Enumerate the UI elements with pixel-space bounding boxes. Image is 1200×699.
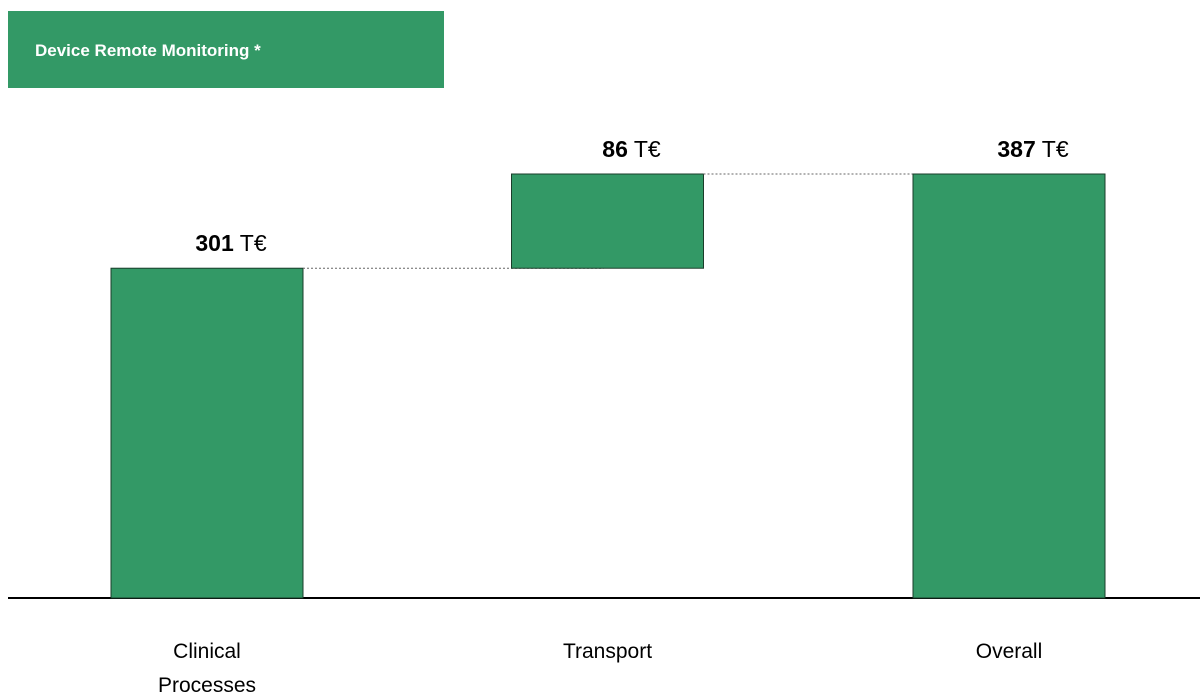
value-number: 387 — [997, 136, 1035, 162]
bar — [511, 173, 704, 269]
value-label: 387 T€ — [997, 136, 1068, 162]
bar — [110, 267, 304, 599]
value-label: 301 T€ — [195, 230, 266, 256]
bar — [912, 173, 1106, 599]
value-label: 86 T€ — [602, 136, 661, 162]
category-label: Clinical Processes — [157, 640, 257, 697]
value-number: 86 — [602, 136, 628, 162]
title-box — [8, 11, 444, 88]
category-label: Overall — [975, 640, 1043, 663]
value-unit: T€ — [634, 136, 661, 162]
chart-title: Device Remote Monitoring * — [35, 41, 261, 60]
value-unit: T€ — [1042, 136, 1069, 162]
value-number: 301 — [195, 230, 234, 256]
value-unit: T€ — [240, 230, 267, 256]
category-label: Transport — [562, 640, 653, 663]
